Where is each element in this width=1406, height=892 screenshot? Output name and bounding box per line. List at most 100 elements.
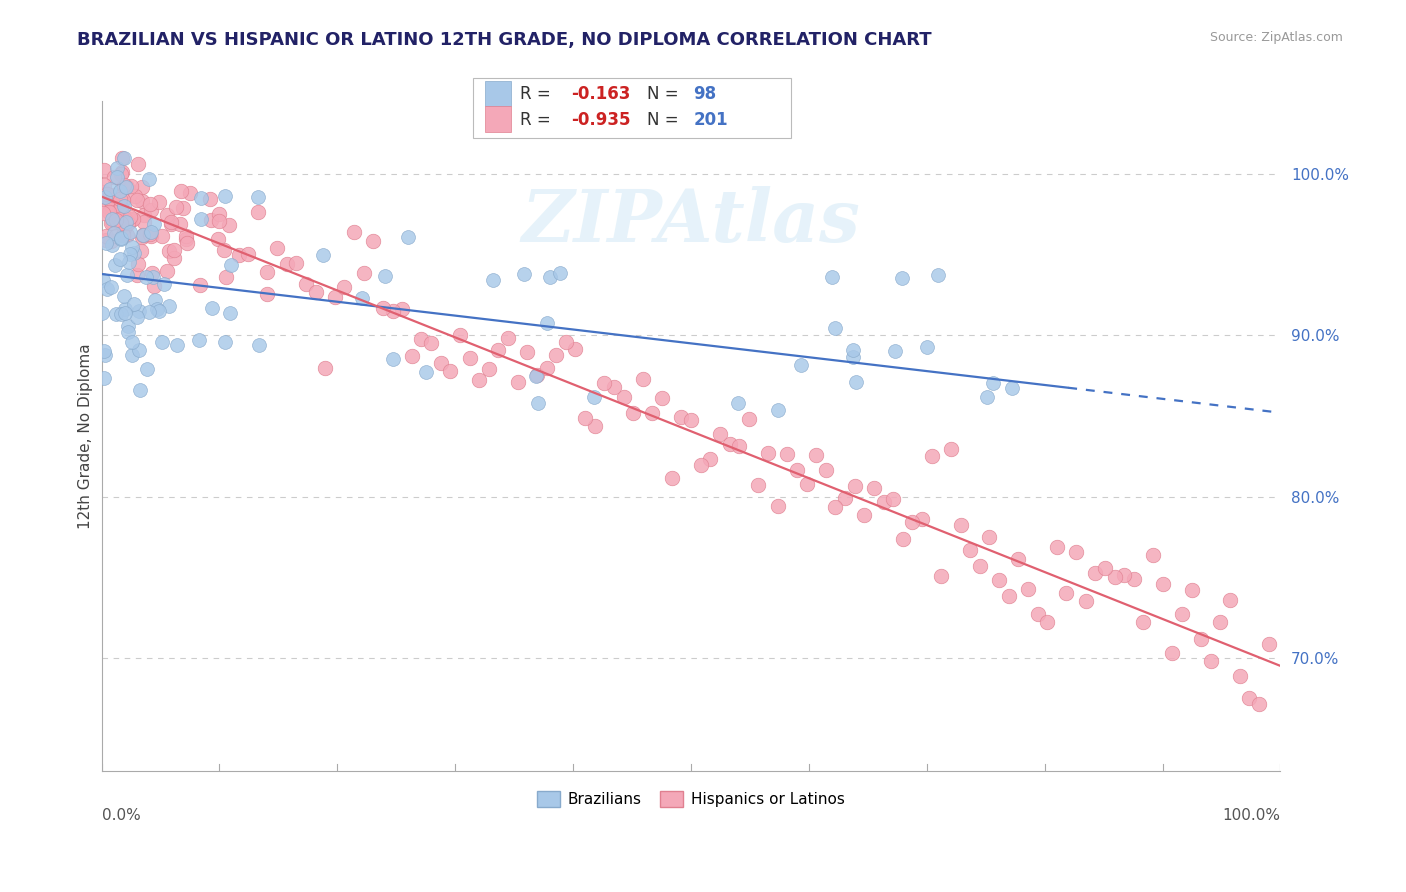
- Text: N =: N =: [647, 85, 685, 103]
- Point: [821, 269, 844, 284]
- Point: [124, 189, 146, 203]
- Point: [1074, 594, 1097, 608]
- Point: [1094, 561, 1116, 575]
- Point: [120, 213, 142, 227]
- Point: [1247, 697, 1270, 711]
- Point: [1114, 568, 1136, 582]
- Point: [884, 344, 907, 359]
- Point: [132, 215, 155, 229]
- Point: [166, 337, 188, 351]
- Point: [110, 205, 132, 219]
- Point: [374, 269, 396, 284]
- Point: [536, 361, 558, 376]
- Point: [208, 214, 231, 228]
- Point: [156, 264, 179, 278]
- Point: [176, 235, 198, 250]
- Point: [603, 380, 626, 394]
- Point: [747, 478, 769, 492]
- Point: [215, 270, 238, 285]
- Point: [238, 247, 260, 261]
- Point: [981, 376, 1004, 390]
- Point: [1036, 615, 1059, 629]
- Bar: [485, 106, 510, 132]
- Point: [524, 369, 547, 384]
- Point: [699, 452, 721, 467]
- Point: [101, 238, 124, 252]
- Point: [1161, 646, 1184, 660]
- Point: [988, 573, 1011, 587]
- Point: [631, 372, 654, 386]
- Point: [111, 194, 134, 208]
- Point: [105, 213, 128, 227]
- Point: [115, 180, 138, 194]
- Text: R =: R =: [520, 85, 557, 103]
- Point: [131, 230, 153, 244]
- Point: [844, 479, 866, 493]
- Point: [115, 179, 138, 194]
- Point: [814, 462, 837, 476]
- Point: [583, 390, 606, 404]
- Point: [96, 282, 118, 296]
- Point: [538, 270, 561, 285]
- Point: [112, 178, 135, 193]
- Point: [496, 331, 519, 345]
- Point: [97, 200, 120, 214]
- Point: [103, 188, 125, 202]
- Point: [1257, 637, 1279, 651]
- Point: [872, 495, 894, 509]
- Point: [863, 481, 886, 495]
- Point: [111, 207, 134, 221]
- Point: [939, 442, 962, 456]
- Point: [396, 230, 419, 244]
- Point: [593, 376, 616, 390]
- Text: 0.0%: 0.0%: [101, 807, 141, 822]
- Point: [949, 518, 972, 533]
- Point: [371, 301, 394, 315]
- Point: [131, 194, 153, 208]
- Point: [295, 277, 318, 291]
- Point: [343, 225, 366, 239]
- Point: [201, 301, 224, 315]
- FancyBboxPatch shape: [472, 78, 792, 138]
- Point: [969, 559, 991, 574]
- Point: [188, 333, 211, 347]
- Point: [929, 568, 952, 582]
- Point: [131, 180, 153, 194]
- Point: [488, 343, 510, 357]
- Point: [103, 226, 125, 240]
- Point: [548, 266, 571, 280]
- Point: [148, 304, 170, 318]
- Point: [153, 277, 176, 291]
- Point: [679, 413, 702, 427]
- Point: [921, 449, 943, 463]
- Point: [891, 532, 914, 546]
- Point: [121, 211, 143, 226]
- Point: [482, 272, 505, 286]
- Point: [139, 225, 162, 239]
- Point: [917, 340, 939, 354]
- Point: [256, 287, 278, 301]
- Point: [117, 325, 139, 339]
- Point: [1104, 569, 1126, 583]
- Point: [117, 227, 139, 242]
- Point: [439, 364, 461, 378]
- Point: [94, 235, 117, 250]
- Point: [129, 244, 152, 259]
- Point: [103, 169, 125, 184]
- Point: [842, 350, 865, 364]
- Point: [214, 335, 236, 350]
- Point: [363, 234, 385, 248]
- Point: [143, 217, 166, 231]
- Point: [266, 241, 288, 255]
- Point: [150, 335, 173, 350]
- Point: [112, 289, 135, 303]
- Point: [756, 446, 779, 460]
- Point: [139, 227, 162, 242]
- Point: [125, 310, 148, 324]
- Point: [120, 210, 142, 224]
- Point: [333, 280, 356, 294]
- Point: [163, 251, 186, 265]
- Point: [91, 273, 114, 287]
- Point: [841, 343, 863, 357]
- Point: [110, 231, 132, 245]
